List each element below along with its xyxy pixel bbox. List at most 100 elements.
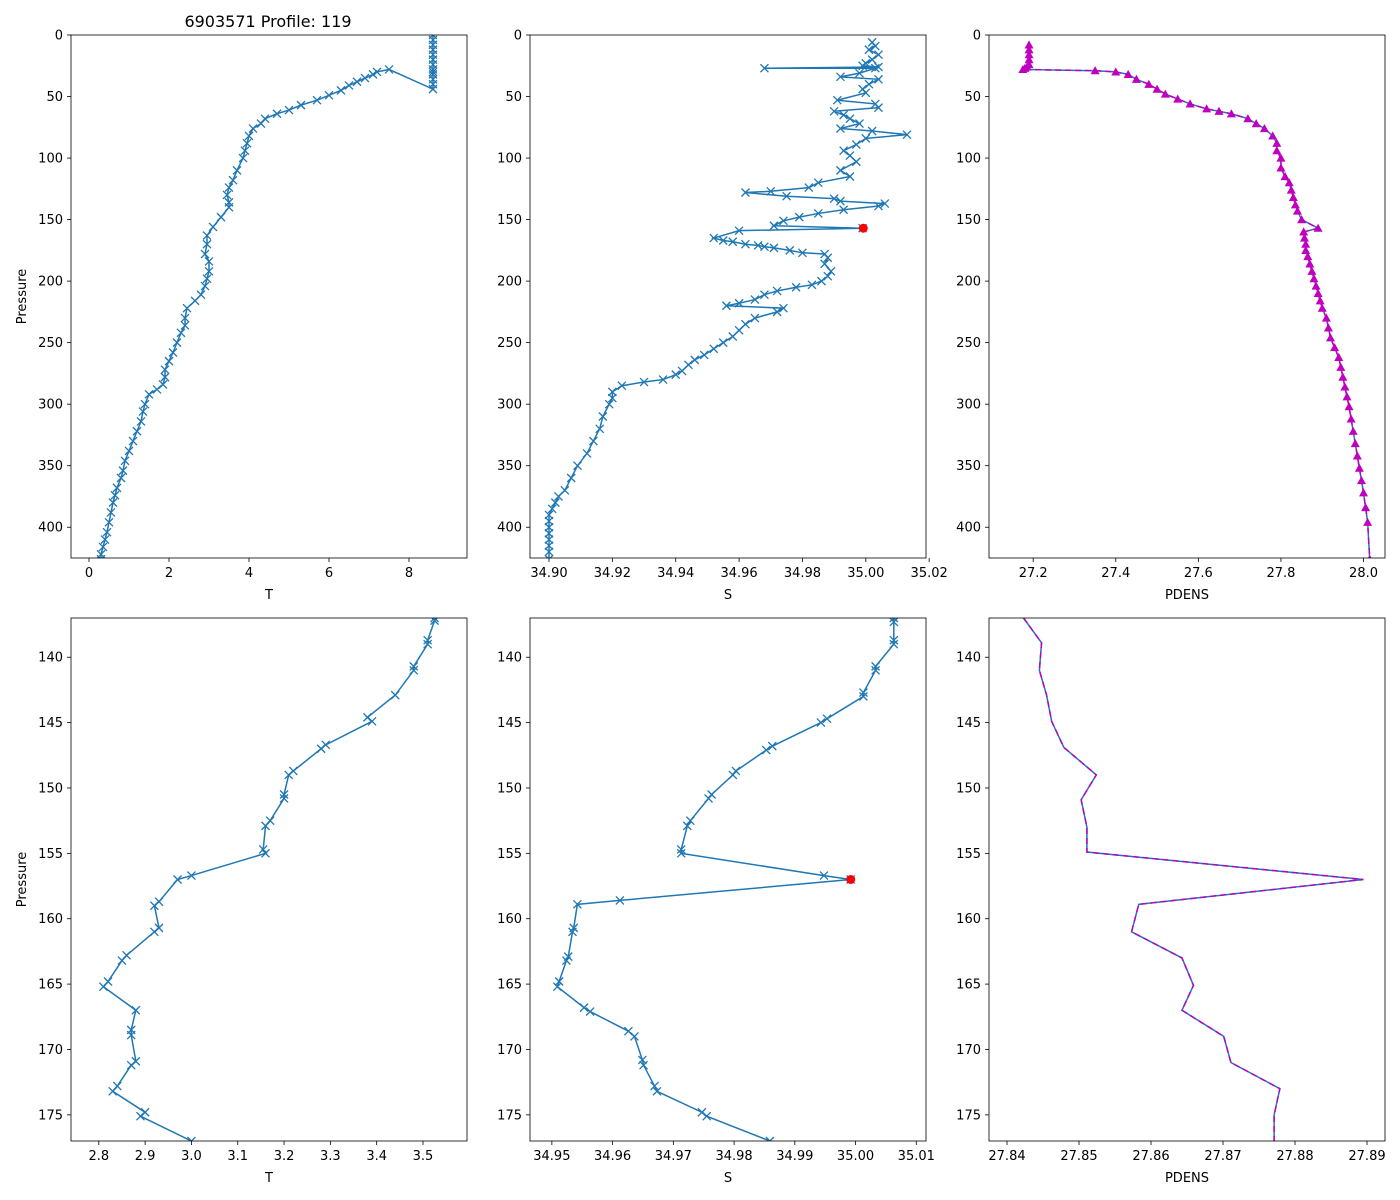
data-point [709,344,719,354]
y-tick-label: 165 [497,978,522,993]
data-point [709,233,719,243]
data-point [778,216,788,226]
data-point [639,377,649,387]
data-point [1173,94,1183,103]
y-tick-label: 400 [497,521,522,536]
data-point [704,793,714,803]
data-point [1299,233,1309,242]
axes-frame [529,34,927,559]
data-point [579,1003,589,1013]
chart-bottom-pdens: 27.84 27.85 27.86 27.87 27.88 27.89 140 145 150 1… [956,617,1386,1186]
y-tick-label: 175 [956,1108,981,1123]
data-point [573,461,582,471]
data-point [582,448,592,458]
data-point [740,188,750,197]
data-point [871,661,881,671]
x-tick-label: 27.88 [1276,1149,1313,1164]
data-point [180,313,190,323]
data-point [1286,185,1296,194]
data-point [697,1107,707,1117]
data-point [585,1007,595,1017]
data-point [734,298,744,308]
x-tick-label: 2 [165,566,173,581]
x-axis-label: S [724,588,732,603]
y-tick-label: 140 [497,651,522,666]
data-point [104,517,114,527]
data-point [1348,426,1358,435]
data-point [682,821,692,831]
data-point [836,165,845,175]
data-point [430,618,440,626]
y-tick-label: 145 [38,716,63,731]
y-tick-label: 175 [497,1108,522,1123]
data-point [423,639,433,649]
data-point [637,1055,647,1065]
data-point [823,271,833,281]
data-point [836,124,845,133]
data-point [839,110,849,120]
y-tick-label: 145 [497,716,522,731]
data-point [1226,109,1236,118]
data-point [272,109,282,119]
data-point [839,146,849,156]
data-point [772,307,782,317]
y-tick-label: 100 [497,152,522,167]
data-point [718,236,728,245]
data-point [428,67,438,77]
x-tick-label: 34.98 [784,566,821,581]
data-point [547,504,557,514]
data-point [685,816,695,826]
x-axis-label: T [264,1171,273,1186]
data-point [823,253,833,263]
data-point [172,338,182,348]
data-point [750,295,760,305]
data-point [819,871,829,881]
data-point [260,114,270,124]
data-point [769,221,779,231]
data-point [595,424,605,434]
data-point [102,527,112,537]
data-point [1346,414,1356,423]
data-point [124,446,134,456]
x-tick-label: 27.6 [1184,566,1213,581]
data-point [766,186,776,196]
data-point [136,1111,145,1121]
data-point [1363,517,1373,526]
chart-top-pdens: 27.2 27.4 27.6 27.8 28.0 0 50 100 150 200 250 300 35… [956,29,1386,603]
data-point [284,770,294,780]
y-tick-label: 160 [956,912,981,927]
x-tick-label: 4 [245,566,253,581]
data-point [324,90,334,100]
data-point [797,248,807,258]
data-point [1350,439,1360,448]
data-point [316,744,326,754]
data-point [740,239,750,249]
data-point [813,178,823,188]
y-tick-label: 150 [497,781,522,796]
data-point [871,665,881,675]
x-tick-label: 3.5 [413,1149,434,1164]
data-point [870,41,880,51]
flagged-point [858,223,868,233]
data-point [874,201,883,211]
data-point [224,202,234,212]
data-point [1090,66,1100,75]
data-point [761,745,771,755]
y-tick-label: 150 [38,781,63,796]
data-point [566,473,576,483]
data-point [100,535,110,545]
x-tick-label: 34.94 [657,566,694,581]
data-point [98,542,108,552]
data-point [144,389,154,399]
data-point [889,635,899,645]
data-point [544,554,554,558]
x-tick-label: 6 [325,566,333,581]
data-point [598,412,608,421]
y-tick-label: 160 [38,912,63,927]
data-point [902,130,912,140]
data-point [1144,79,1154,88]
y-tick-label: 250 [38,336,63,351]
plot-area [98,618,440,1141]
data-point [428,84,438,94]
